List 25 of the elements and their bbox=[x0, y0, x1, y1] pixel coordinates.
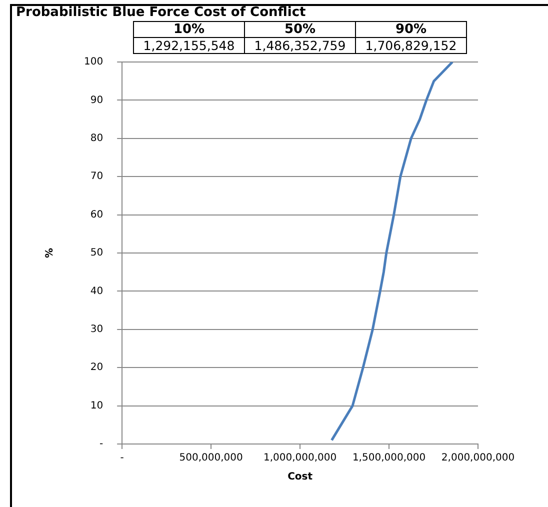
y-tick-label: - bbox=[99, 438, 104, 450]
y-tick-label: 100 bbox=[84, 56, 104, 68]
y-tick-label: 40 bbox=[90, 286, 104, 297]
y-tick-label: 60 bbox=[90, 209, 104, 220]
x-axis-title: Cost bbox=[288, 472, 313, 483]
y-tick-label: 30 bbox=[90, 324, 104, 335]
x-tick-label: 500,000,000 bbox=[179, 452, 243, 464]
chart-title: Probabilistic Blue Force Cost of Conflict bbox=[16, 5, 306, 20]
text: 1,292,155,548 bbox=[134, 38, 244, 54]
y-tick-label: 10 bbox=[90, 400, 104, 412]
text: 1,486,352,759 bbox=[244, 38, 356, 54]
y-axis-title: % bbox=[44, 248, 56, 258]
x-tick-label: 2,000,000,000 bbox=[441, 452, 515, 464]
text: 10% bbox=[134, 22, 244, 38]
x-tick-label: - bbox=[120, 452, 124, 464]
x-tick-label: 1,500,000,000 bbox=[352, 452, 426, 464]
y-tick-label: 70 bbox=[90, 171, 104, 182]
text: 1,706,829,152 bbox=[356, 38, 466, 54]
x-tick-label: 1,000,000,000 bbox=[263, 452, 337, 464]
text: 50% bbox=[244, 22, 356, 38]
y-tick-label: 20 bbox=[90, 362, 104, 374]
y-tick-label: 80 bbox=[90, 132, 104, 144]
y-tick-label: 50 bbox=[90, 248, 104, 259]
y-tick-label: 90 bbox=[90, 94, 104, 106]
text: 90% bbox=[356, 22, 466, 38]
